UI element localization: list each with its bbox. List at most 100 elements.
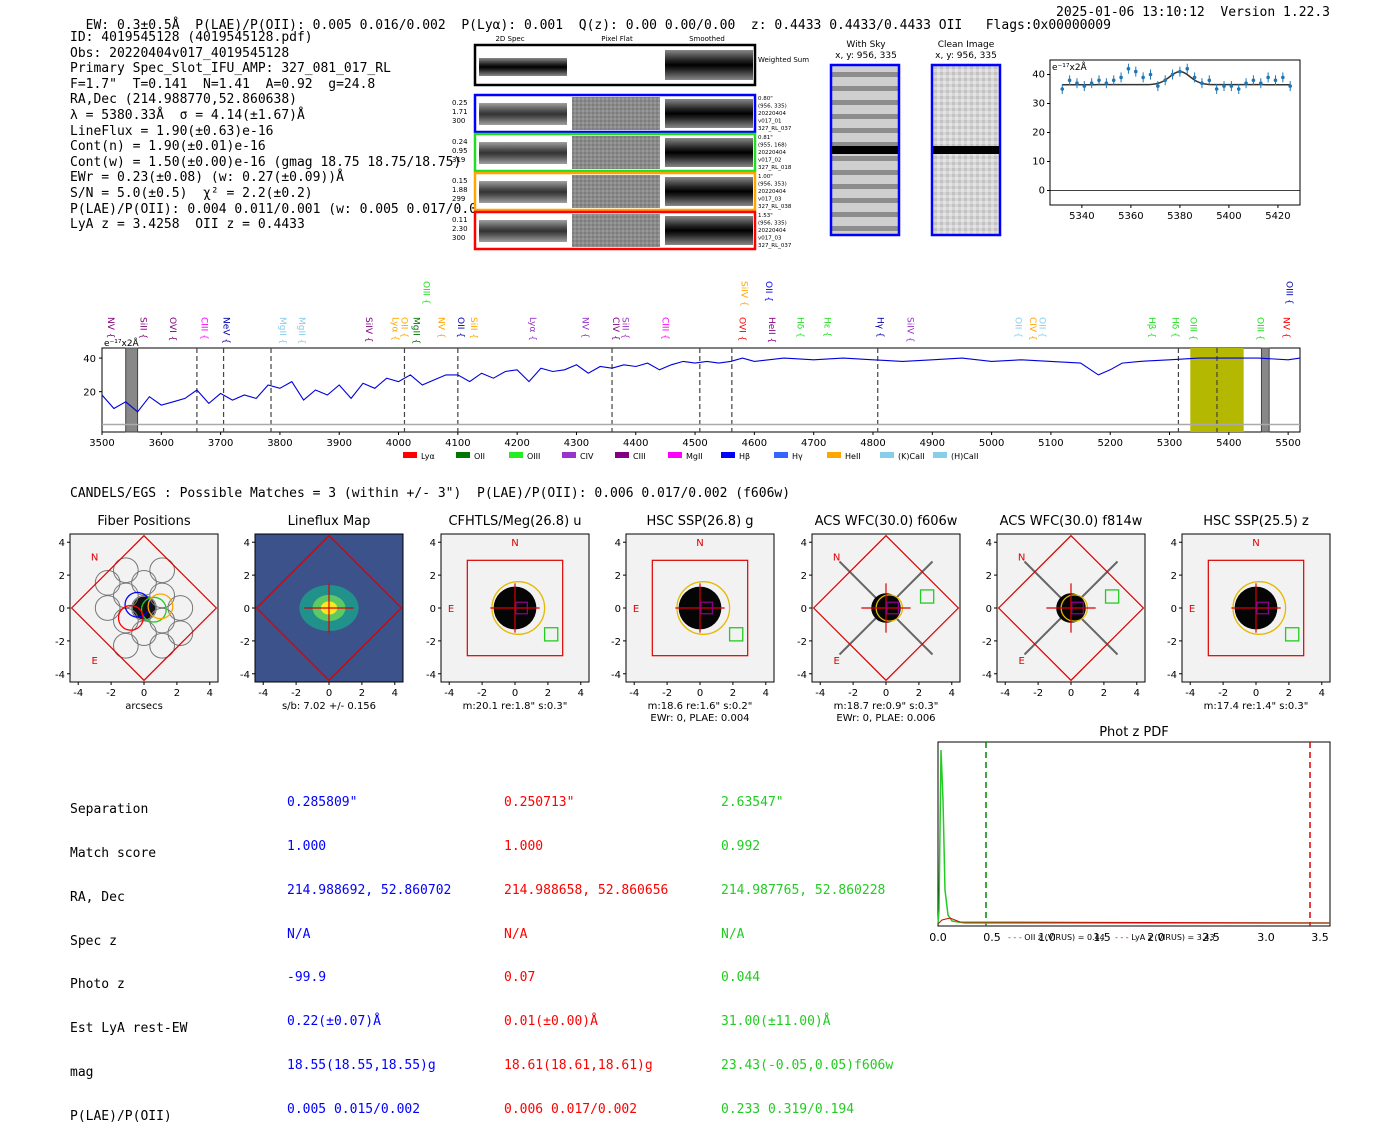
table-cell: 23.43(-0.05,0.05)f606w <box>721 1057 894 1073</box>
zoom-point <box>1207 78 1212 83</box>
image-panel: ACS WFC(30.0) f814w N E -4 -4 -2 -2 0 0 2 2 4 4 <box>982 514 1146 699</box>
table-cell: -99.9 <box>287 970 327 986</box>
spectrum-xtick-label: 5300 <box>1157 438 1182 449</box>
image-ytick-label: 0 <box>615 604 621 615</box>
table-cell: 0.01(±0.00)Å <box>504 1014 598 1030</box>
table-cell: 0.07 <box>504 970 536 986</box>
image-ytick-label: -4 <box>55 670 65 681</box>
image-ytick-label: -2 <box>982 637 992 648</box>
sky-cutouts: With Sky x, y: 956, 335 Clean Image x, y… <box>829 40 1002 237</box>
image-panel-title: HSC SSP(25.5) z <box>1203 514 1309 529</box>
north-label: N <box>511 538 518 549</box>
zoom-line-chart: e⁻¹⁷x2Å 0 10 20 30 40 5340 5360 5380 5400 5420 <box>1032 59 1301 222</box>
zoom-point <box>1178 69 1182 74</box>
detection-info: ID: 4019545128 (4019545128.pdf) Obs: 202… <box>70 30 500 233</box>
pixel-flat-cut <box>572 136 660 169</box>
spectrum-xtick-label: 4000 <box>386 438 411 449</box>
emission-line-label: OIII { <box>420 281 430 305</box>
legend-swatch <box>721 452 735 458</box>
legend-swatch <box>509 452 523 458</box>
image-ytick-label: -2 <box>797 637 807 648</box>
image-ytick-label: -2 <box>240 637 250 648</box>
fiber-red <box>117 604 144 631</box>
emission-line-label: Hε { <box>821 317 831 337</box>
match-marker <box>1071 601 1084 615</box>
north-label: N <box>91 552 98 563</box>
legend-swatch <box>456 452 470 458</box>
spec-row-meta: v017_03 <box>758 236 782 242</box>
info-line: F=1.7" T=0.141 N=1.41 A=0.92 g=24.8 <box>70 76 376 92</box>
header-timestamp: 2025-01-06 13:10:12 Version 1.22.3 <box>1056 5 1330 20</box>
east-label: E <box>633 604 639 615</box>
image-panel: HSC SSP(26.8) g N E -4 -4 -2 -2 0 0 2 2 4 4 m:18.6 re… <box>611 514 775 724</box>
north-label: N <box>1252 538 1259 549</box>
image-caption: arcsecs <box>125 701 163 712</box>
image-caption-2: EWr: 0, PLAE: 0.006 <box>836 713 935 724</box>
zoom-ytick-label: 10 <box>1032 157 1045 168</box>
table-label: P(LAE)/P(OII) <box>70 1108 172 1124</box>
emission-line-label: Hβ { <box>1146 317 1156 338</box>
spec-row-stat: 0.25 <box>452 99 468 107</box>
image-ytick-label: 4 <box>244 538 250 549</box>
table-cell: 214.988658, 52.860656 <box>504 882 669 898</box>
emission-line-label: SiII { <box>138 317 148 339</box>
zoom-ytick-label: 20 <box>1032 128 1045 139</box>
spec-row-meta: 20220404 <box>758 111 786 117</box>
legend-swatch <box>880 452 894 458</box>
spec-row-stat: 1.88 <box>452 186 468 194</box>
image-xtick-label: -4 <box>1000 688 1010 699</box>
spectrum-unit: e⁻¹⁷x2Å <box>104 337 140 349</box>
image-xtick-label: 2 <box>174 688 180 699</box>
spec-2d-cut <box>479 220 567 242</box>
fiber-circle <box>149 632 176 659</box>
emission-line-label: MgII { <box>277 317 287 344</box>
svg-text:1.0: 1.0 <box>1038 931 1056 944</box>
spec-2d-cut <box>479 103 567 125</box>
image-xtick-label: 2 <box>545 688 551 699</box>
spec-row-stat: 319 <box>452 156 465 164</box>
image-ytick-label: -4 <box>982 670 992 681</box>
spectrum-xtick-label: 4400 <box>623 438 648 449</box>
east-label: E <box>1019 656 1025 667</box>
table-label: Est LyA rest-EW <box>70 1021 188 1037</box>
emission-line-label: OII { <box>763 281 773 302</box>
emission-line-label: NeV { <box>221 317 231 344</box>
fiber-circle <box>167 620 194 646</box>
spec-row-meta: 327_RL_037 <box>758 126 792 132</box>
spectrum-ytick-label: 20 <box>83 388 96 399</box>
image-ytick-label: -2 <box>426 637 436 648</box>
zoom-point <box>1266 75 1270 80</box>
image-ytick-label: 0 <box>1171 604 1177 615</box>
table-label: Separation <box>70 802 149 818</box>
image-xtick-label: 2 <box>730 688 736 699</box>
spectrum-xtick-label: 3600 <box>149 438 174 449</box>
zoom-xtick-label: 5360 <box>1118 211 1143 222</box>
image-ytick-label: 0 <box>59 604 65 615</box>
image-xtick-label: 0 <box>512 688 518 699</box>
image-xtick-label: -4 <box>629 688 639 699</box>
image-ytick-label: 0 <box>244 604 250 615</box>
image-xtick-label: 2 <box>1286 688 1292 699</box>
zoom-point <box>1185 66 1190 71</box>
emission-line-label: CIII { <box>659 317 669 340</box>
image-ytick-label: 4 <box>430 538 436 549</box>
image-ytick-label: 2 <box>430 571 436 582</box>
emission-line-label: OII { <box>1012 317 1022 338</box>
emission-line-label: SiIV { <box>904 317 914 343</box>
match-column-1: 0.285809" 1.000 214.988692, 52.860702 N/… <box>287 767 451 1132</box>
footprint-diamond <box>255 534 403 682</box>
spec-row-stat: 2.30 <box>452 225 468 233</box>
zoom-xtick-label: 5340 <box>1069 211 1094 222</box>
spec-row-stat: 0.11 <box>452 216 468 224</box>
zoom-point <box>1067 78 1072 83</box>
zoom-point <box>1133 69 1138 74</box>
match-table-labels: Separation Match score RA, Dec Spec z Ph… <box>70 774 187 1139</box>
image-xtick-label: -2 <box>662 688 672 699</box>
weighted-sum-row: Weighted Sum <box>473 43 809 87</box>
clean-trace <box>933 146 999 154</box>
emission-line-label: OVI { <box>737 317 747 341</box>
emission-line-label: Hδ { <box>1169 317 1179 338</box>
legend-label: Hβ <box>739 452 750 461</box>
info-line: Primary Spec_Slot_IFU_AMP: 327_081_017_R… <box>70 61 391 77</box>
